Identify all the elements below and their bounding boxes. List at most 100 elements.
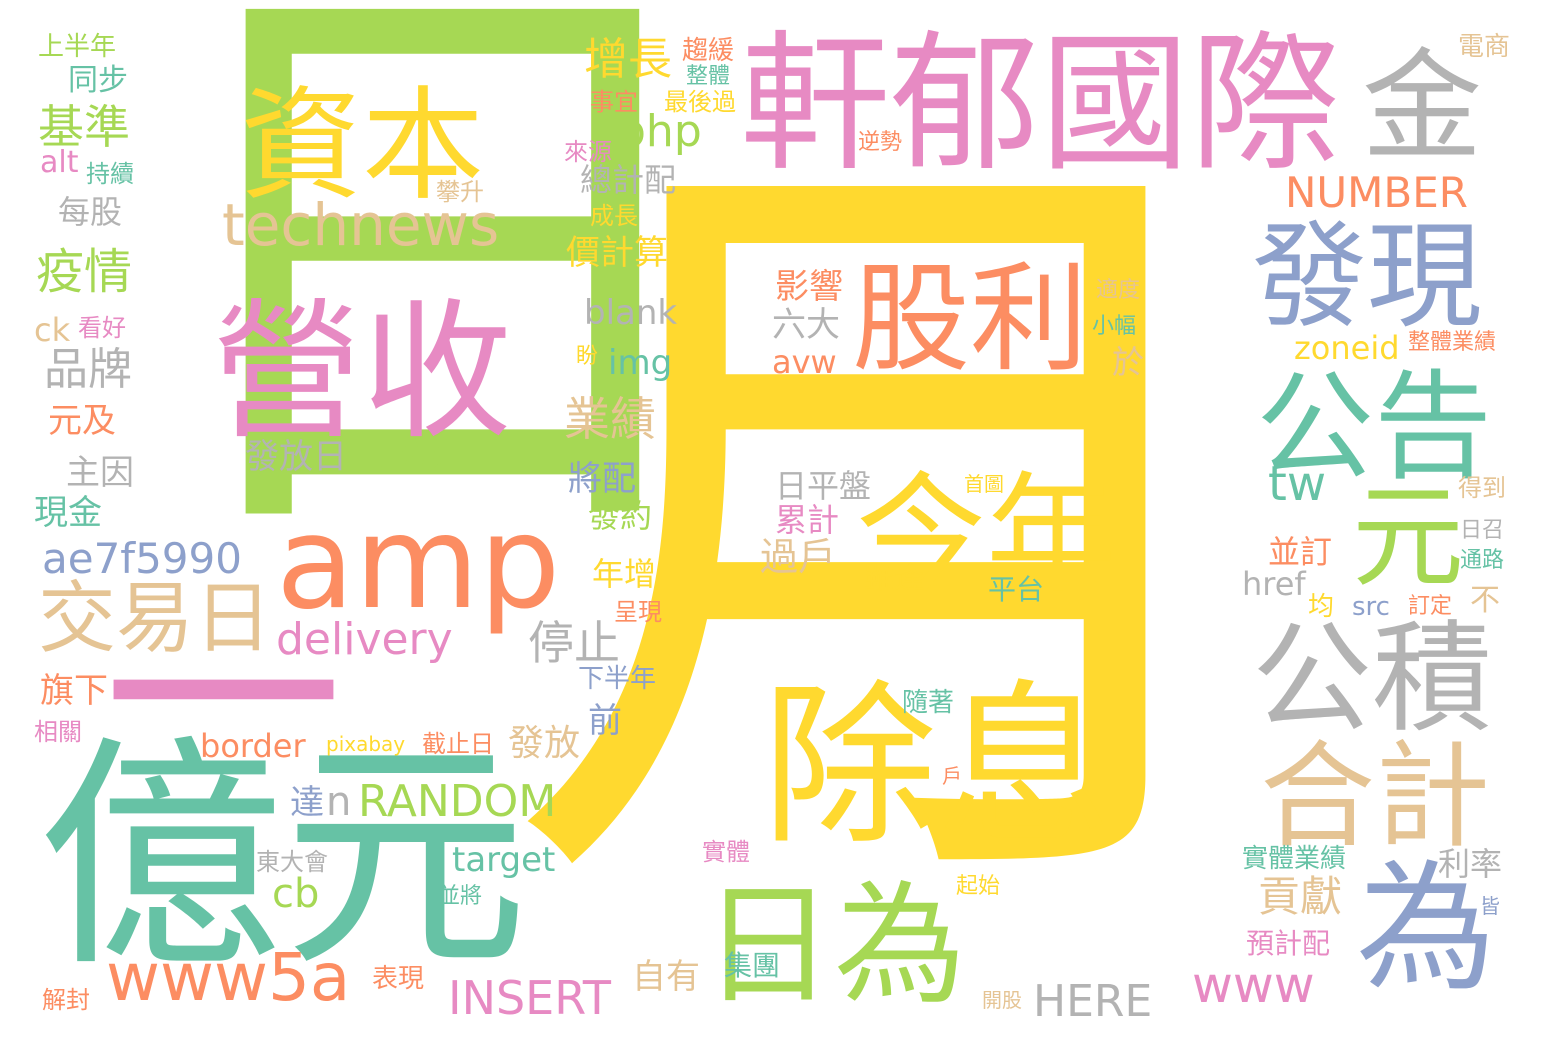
word: www5a [106, 939, 351, 1016]
word: 相關 [34, 718, 82, 746]
word: 除息 [762, 666, 1112, 869]
word: 累計 [775, 501, 840, 539]
word: 發放日 [245, 437, 347, 477]
word: 電商 [1458, 32, 1511, 62]
word: 得到 [1458, 474, 1506, 502]
word: border [200, 727, 306, 765]
word: 事宜 [590, 88, 638, 116]
word: 適度 [1096, 278, 1141, 303]
word: 下半年 [578, 664, 657, 694]
word: 交易日 [38, 574, 273, 664]
word: pixabay [326, 732, 406, 756]
word: 整體 [686, 64, 731, 89]
word: 旗下 [40, 671, 108, 711]
word: 月 [505, 76, 1285, 984]
word: 雖逢 [864, 561, 924, 596]
word: amp [276, 489, 561, 638]
word: 現金 [34, 493, 102, 533]
word: 軒郁國際 [740, 18, 1341, 192]
word: 趨緩 [682, 36, 735, 66]
word: php [618, 106, 702, 157]
word: 通路 [1460, 548, 1505, 573]
word: INSERT [448, 971, 611, 1025]
word: HERE [1033, 976, 1153, 1027]
word: 年增 [592, 555, 657, 593]
word: 影響 [775, 267, 843, 307]
word: ck [34, 311, 71, 349]
word: 自有 [632, 957, 700, 997]
word: 實體業績 [1242, 844, 1347, 874]
word: 整體業績 [1408, 330, 1497, 355]
word: avw [772, 343, 837, 381]
word: ae7f5990 [42, 534, 242, 583]
word: 並訂 [1268, 533, 1333, 571]
word: href [1242, 565, 1306, 603]
word: 億元 [38, 715, 528, 1000]
word: 呈現 [614, 598, 662, 626]
word: 一 [103, 560, 344, 840]
word: 訂定 [1408, 594, 1453, 619]
word: 來源 [564, 138, 612, 166]
word: 營收 [212, 286, 513, 460]
word: 成長 [590, 202, 638, 230]
word: 公告 [1256, 358, 1493, 496]
word: 發放 [508, 723, 581, 764]
word: 疫情 [36, 244, 133, 300]
word: NUMBER [1285, 168, 1468, 217]
word: 總計配 [580, 161, 677, 199]
word: 戶 [942, 764, 962, 788]
word: 資本 [240, 75, 484, 217]
word: target [452, 840, 556, 880]
word: 利率 [1438, 845, 1503, 883]
word: 逆勢 [858, 130, 903, 155]
word: 基準 [38, 100, 130, 154]
word: 主因 [66, 453, 134, 493]
word: 解封 [42, 986, 90, 1014]
word: src [1352, 592, 1390, 622]
word: 公積 [1252, 610, 1492, 749]
word: technews [222, 191, 500, 259]
word: 於 [1112, 343, 1145, 381]
word: zoneid [1294, 329, 1400, 367]
word: 持續 [86, 160, 134, 188]
word: 同步 [68, 63, 128, 98]
word: 開股 [982, 988, 1022, 1012]
word: 表現 [372, 964, 425, 994]
word: 過戶 [760, 535, 837, 579]
word: 每股 [58, 193, 123, 231]
word: 增長 [584, 34, 672, 85]
word: 貢獻 [1258, 872, 1343, 921]
word: 品牌 [44, 344, 132, 395]
word: 看好 [78, 314, 126, 342]
word: delivery [276, 614, 453, 665]
word: 股利 [852, 250, 1089, 388]
word: 將配 [568, 459, 636, 499]
word: 首圖 [964, 472, 1004, 496]
word: 日平盤 [775, 467, 872, 505]
word: 現金殖 [363, 437, 465, 477]
word: 日召 [1460, 518, 1505, 543]
word: 前 [588, 701, 622, 741]
word: 並將 [438, 884, 483, 909]
word: 發現 [1252, 210, 1483, 344]
word: 東大會 [256, 848, 328, 876]
word: n [326, 779, 352, 825]
word: 最後過 [664, 88, 736, 116]
word: 停止 [528, 616, 620, 670]
word: blank [584, 293, 678, 333]
word: 截止日 [422, 730, 494, 758]
word: 合計 [1260, 730, 1491, 864]
word: 起始 [956, 874, 1001, 899]
word: www [1192, 956, 1315, 1014]
word: 元及 [48, 401, 116, 441]
word: 攀升 [436, 178, 484, 206]
word: 發約 [588, 497, 653, 535]
word: 盼 [576, 344, 599, 369]
word: 今年 [856, 459, 1117, 611]
word: 金 [1362, 38, 1482, 177]
word: tw [1268, 456, 1327, 512]
word: img [608, 343, 673, 383]
word: 集團 [724, 949, 781, 982]
word: cb [272, 871, 320, 917]
